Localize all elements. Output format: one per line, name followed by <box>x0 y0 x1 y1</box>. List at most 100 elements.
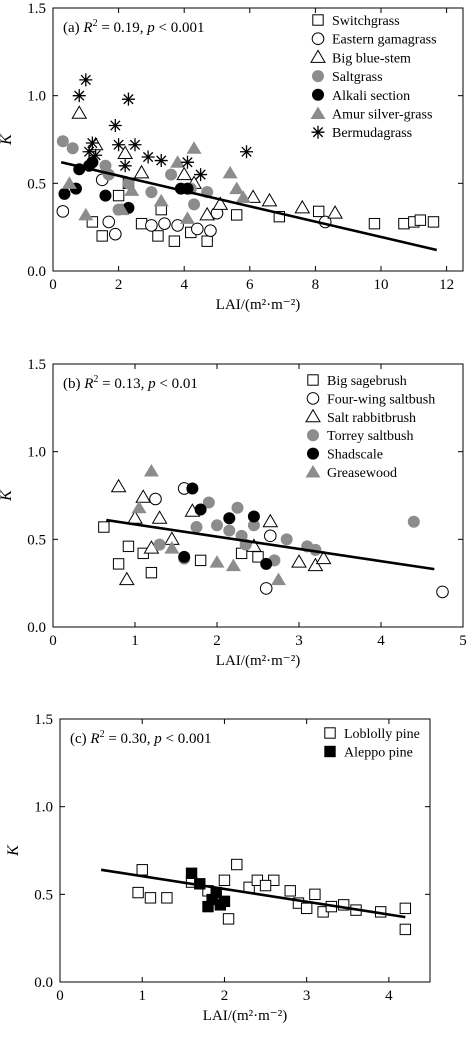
legend-label: Shadscale <box>327 448 383 463</box>
data-point <box>118 159 132 173</box>
y-tick-label: 0.5 <box>27 532 46 548</box>
data-point <box>112 558 125 570</box>
data-point <box>109 227 122 241</box>
x-tick-label: 4 <box>385 988 393 1004</box>
data-point <box>176 166 193 181</box>
legend-label: Saltgrass <box>332 70 383 85</box>
x-tick-label: 10 <box>374 277 389 293</box>
series-torrey-saltbush <box>153 496 420 567</box>
data-point <box>218 895 231 908</box>
data-point <box>161 892 173 904</box>
data-point <box>133 164 150 179</box>
data-point <box>158 217 171 230</box>
data-point <box>307 557 324 572</box>
legend-label: Bermudagrass <box>332 126 412 141</box>
y-axis-label: K <box>0 133 15 146</box>
data-point <box>56 205 70 218</box>
legend-label: Aleppo pine <box>344 746 413 761</box>
data-point <box>145 566 158 579</box>
data-point <box>151 510 168 524</box>
data-point <box>110 478 127 493</box>
series-greasewood <box>131 463 286 586</box>
series-shadscale <box>178 482 273 570</box>
y-tick-label: 1.5 <box>34 712 53 728</box>
data-point <box>294 199 311 214</box>
data-point <box>136 864 148 876</box>
data-point <box>222 913 235 925</box>
data-point <box>98 521 110 533</box>
x-axis-label: LAI/(m²·m⁻²) <box>203 1008 287 1024</box>
data-point <box>132 886 144 899</box>
legend-marker <box>306 392 320 405</box>
y-tick-label: 0.0 <box>34 975 53 991</box>
data-point <box>231 858 243 871</box>
x-tick-label: 2 <box>221 988 229 1004</box>
legend-label: Torrey saltbush <box>327 429 414 444</box>
data-point <box>414 214 427 226</box>
legend-marker <box>305 408 321 423</box>
data-point <box>170 155 186 168</box>
data-point <box>61 176 77 189</box>
data-point <box>117 145 134 160</box>
data-point <box>264 529 277 543</box>
data-point <box>398 217 410 230</box>
legend-marker <box>307 374 319 386</box>
data-point <box>164 541 180 554</box>
legend-marker <box>312 70 324 83</box>
y-tick-label: 1.5 <box>27 1 46 17</box>
data-point <box>291 554 307 568</box>
data-point <box>191 222 204 236</box>
plot-frame <box>59 718 431 983</box>
plot-frame <box>52 363 464 628</box>
x-tick-label: 3 <box>303 988 311 1004</box>
data-point <box>399 923 412 936</box>
data-point <box>186 482 199 495</box>
panel-annotation: (c) R2 = 0.30, p < 0.001 <box>70 729 212 747</box>
legend-marker <box>307 429 319 442</box>
data-point <box>102 215 116 229</box>
data-point <box>204 224 217 237</box>
data-point <box>78 207 94 221</box>
legend-label: Greasewood <box>327 466 397 481</box>
data-point <box>194 503 207 516</box>
data-point <box>259 879 272 892</box>
data-point <box>300 902 313 915</box>
data-point <box>165 168 178 181</box>
legend-marker <box>324 727 336 739</box>
data-point <box>186 141 202 154</box>
data-point <box>114 202 130 216</box>
data-point <box>145 186 158 199</box>
data-point <box>225 558 241 572</box>
data-point <box>178 550 191 563</box>
data-point <box>168 235 181 247</box>
data-point <box>235 190 251 203</box>
legend-label: Amur silver-grass <box>332 108 432 123</box>
y-tick-label: 0.5 <box>34 887 53 903</box>
legend-label: Alkali section <box>332 89 410 104</box>
data-point <box>149 492 162 506</box>
regression-line <box>100 868 406 919</box>
data-point <box>71 105 88 119</box>
data-point <box>118 571 135 586</box>
data-point <box>315 550 332 565</box>
data-point <box>124 183 140 196</box>
data-point <box>144 892 157 904</box>
data-point <box>153 538 166 551</box>
x-axis-label: LAI/(m²·m⁻²) <box>216 297 300 313</box>
data-point <box>273 210 286 223</box>
x-tick-label: 0 <box>49 277 57 293</box>
data-point <box>259 582 273 595</box>
data-point <box>85 136 99 150</box>
data-point <box>284 885 296 897</box>
data-point <box>185 867 198 879</box>
x-tick-label: 8 <box>312 277 320 293</box>
y-tick-label: 1.0 <box>27 89 46 105</box>
data-point <box>223 512 236 525</box>
legend-marker <box>307 447 319 460</box>
data-point <box>327 205 343 219</box>
chart-panel-b: 0 1 2 3 4 5 0.0 0.5 1.0 1.5 LAI/(m²·m⁻²) K (b) R2 = … <box>0 357 467 669</box>
data-point <box>260 557 273 570</box>
data-point <box>135 217 148 230</box>
legend-marker <box>310 106 326 119</box>
legend-label: Switchgrass <box>332 14 400 29</box>
